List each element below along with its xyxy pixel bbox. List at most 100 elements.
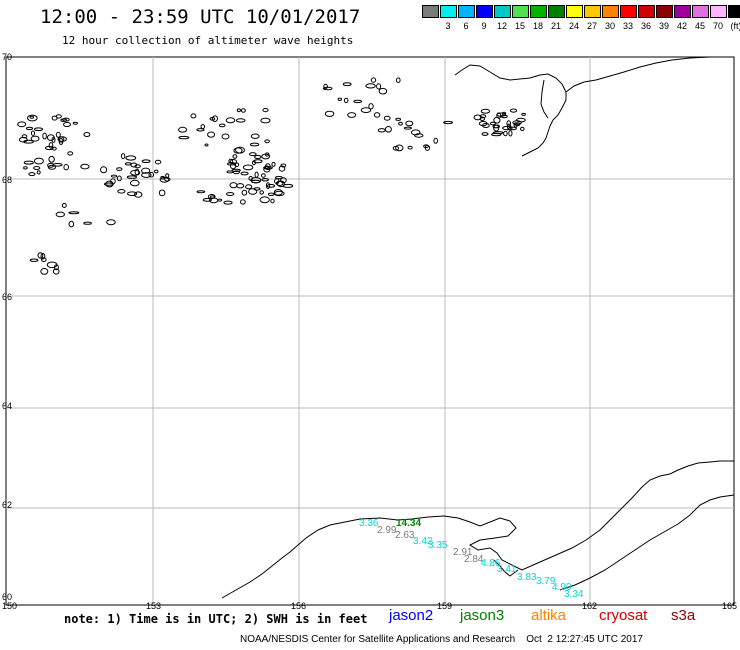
lake-outline [260,117,271,124]
lake-outline [141,167,151,174]
lake-outline [384,126,392,133]
satellite-cryosat: cryosat [599,607,648,624]
lake-outline [210,195,215,199]
lake-outline [53,264,59,271]
lake-outline [248,188,258,195]
lake-outline [360,107,372,113]
lake-outline [236,108,241,113]
lake-outline [204,143,209,147]
coastline [221,56,735,599]
lake-outline [134,191,143,198]
lake-outline [61,203,67,208]
scale-label: 15 [514,21,525,31]
lake-outline [250,133,260,139]
lake-outline [274,190,285,197]
lat-label-66: 66 [2,292,12,302]
lake-outline [410,129,421,136]
lake-outline [347,112,357,118]
lat-label-62: 62 [2,500,12,510]
scale-swatch [511,5,529,18]
scale-label: (ft) [730,21,740,31]
lake-outline [395,144,404,152]
lake-outline [25,126,34,131]
lake-outline [251,160,256,166]
lake-outline [159,176,170,183]
wave-height-label: 3.34 [564,589,584,600]
lake-outline [51,115,58,121]
lake-outline [52,163,63,167]
lake-outline [365,83,376,89]
note-text: note: 1) Time is in UTC; 2) SWH is in fe… [64,612,368,626]
lake-outline [502,125,513,131]
lake-outline [60,118,68,122]
lake-outline [273,189,283,196]
lon-label-165: 165 [722,601,737,611]
lake-outline [235,118,246,123]
lake-outline [100,166,108,174]
wave-height-label: 3.42 [413,536,433,547]
scale-label: 21 [550,21,561,31]
graticule [6,57,734,605]
coastline-south-2 [559,494,735,591]
wave-height-label: 2.99 [377,525,397,536]
lake-outline [383,115,391,121]
lake-outline [395,117,402,121]
lake-outline [259,196,270,204]
scale-swatch [547,5,565,18]
lake-outline [117,189,126,194]
lake-outline [40,268,49,275]
lake-outline [481,132,489,136]
wave-height-label: 3.35 [428,540,448,551]
lake-outline [200,124,206,130]
lake-outlines [17,77,526,275]
scale-bin: 9 [475,5,493,31]
scale-swatch [439,5,457,18]
lake-outline [370,77,377,83]
lake-outline [405,120,414,127]
longitude-labels: 150 153 156 159 162 165 [2,601,737,611]
scale-bin: 6 [457,5,475,31]
lake-outline [80,163,90,170]
lake-outline [130,169,141,176]
scale-bin: 39 [655,5,673,31]
lake-outline [41,257,47,263]
lake-outline [253,187,261,191]
lake-outline [218,123,226,128]
lake-outline [55,131,61,138]
scale-bin: 30 [601,5,619,31]
satellite-s3a: s3a [671,607,696,624]
lake-outline [249,142,260,147]
lake-outline [263,166,273,170]
lake-outline [280,177,287,184]
lake-outline [154,159,162,165]
lake-outline [37,252,44,259]
lake-outline [251,179,261,184]
lake-outline [229,159,238,165]
lake-outline [178,126,188,133]
lake-outline [502,111,507,116]
lake-outline [492,124,501,129]
wave-height-label: 4.90 [552,582,572,593]
lake-outline [42,132,47,140]
lake-outline [240,108,246,113]
lake-outline [508,126,517,131]
lake-outline [337,97,342,102]
scale-label: 6 [463,21,469,31]
lake-outline [110,174,118,178]
lake-outline [368,103,374,110]
lake-outline [223,200,233,205]
scale-swatch [673,5,691,18]
scale-bin: 12 [493,5,511,31]
lake-outline [52,268,60,275]
lake-outline [29,258,39,262]
scale-label: 3 [445,21,451,31]
lake-outline [36,170,41,175]
scale-swatch [601,5,619,18]
lake-outline [396,77,401,83]
lake-outline [29,115,35,119]
coastline-north-2 [565,56,711,93]
lake-outline [68,211,80,215]
lake-outline [480,108,491,114]
lon-label-150: 150 [2,601,17,611]
lake-outline [63,122,71,127]
